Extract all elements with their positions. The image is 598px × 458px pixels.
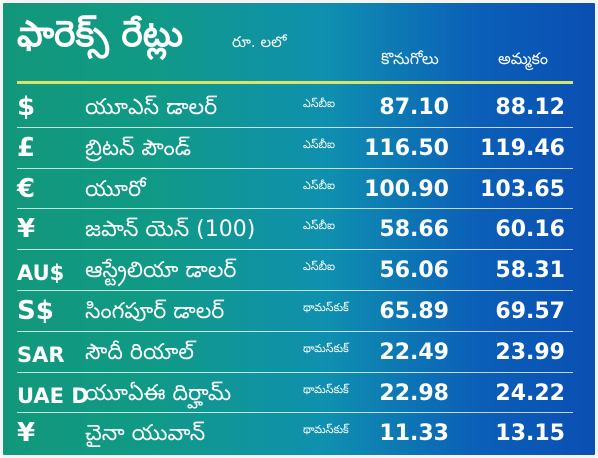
currency-symbol: S$ (17, 295, 54, 326)
buy-rate: 87.10 (379, 95, 449, 120)
sell-rate: 88.12 (495, 95, 565, 120)
rate-row-aud: AU$ ఆస్ట్రేలియా డాలర్ ఎస్‌బీఐ 56.06 58.3… (3, 250, 595, 291)
currency-name: చైనా యువాన్ (85, 421, 206, 447)
currency-symbol: UAE D (17, 383, 89, 408)
currency-symbol: € (17, 173, 36, 204)
sell-rate: 119.46 (480, 135, 565, 161)
rate-row-sar: SAR సౌదీ రియాల్ థామస్‌కుక్ 22.49 23.99 (3, 332, 595, 373)
sell-rate: 24.22 (495, 380, 565, 406)
currency-symbol: £ (17, 132, 36, 163)
bank-label: ఎస్‌బీఐ (303, 178, 336, 192)
currency-symbol: $ (17, 92, 36, 122)
rates-table: $ యూఎస్ డాలర్ ఎస్‌బీఐ 87.10 88.12 £ బ్రి… (3, 87, 595, 454)
row-divider (17, 208, 573, 210)
rate-row-aed: UAE D యూఏఈ దిర్హామ్ థామస్‌కుక్ 22.98 24.… (3, 373, 595, 414)
row-divider (17, 412, 573, 414)
bank-label: థామస్‌కుక్ (303, 382, 349, 396)
sell-rate: 60.16 (495, 217, 565, 243)
buy-rate: 58.66 (379, 217, 449, 243)
buy-rate: 116.50 (364, 135, 449, 161)
currency-name: యూఏఈ దిర్హామ్ (85, 380, 232, 406)
currency-name: యూఎస్ డాలర్ (85, 95, 218, 120)
rate-row-jpy: ¥ జపాన్ యెన్ (100) ఎస్‌బీఐ 58.66 60.16 (3, 209, 595, 251)
row-divider (17, 167, 573, 169)
currency-name: యూరో (85, 176, 146, 202)
rate-row-eur: € యూరో ఎస్‌బీఐ 100.90 103.65 (3, 169, 595, 210)
column-header-sell: అమ్మకం (498, 49, 548, 68)
rate-row-sgd: S$ సింగపూర్ డాలర్ థామస్‌కుక్ 65.89 69.57 (3, 291, 595, 332)
sell-rate: 13.15 (495, 421, 565, 447)
unit-label: రూ. లలో (232, 33, 287, 51)
row-divider (17, 371, 573, 373)
buy-rate: 11.33 (379, 421, 449, 447)
bank-label: ఎస్‌బీఐ (303, 97, 336, 110)
row-divider (17, 330, 573, 332)
bank-label: ఎస్‌బీఐ (303, 260, 336, 274)
currency-symbol: AU$ (17, 261, 65, 286)
bank-label: థామస్‌కుక్ (303, 341, 349, 355)
bank-label: ఎస్‌బీఐ (303, 137, 336, 151)
column-header-buy: కొనుగోలు (381, 49, 439, 68)
bank-label: థామస్‌కుక్ (303, 423, 349, 437)
buy-rate: 22.49 (379, 339, 449, 365)
currency-symbol: SAR (17, 342, 65, 367)
currency-name: ఆస్ట్రేలియా డాలర్ (85, 258, 237, 284)
currency-name: జపాన్ యెన్ (100) (85, 217, 256, 243)
currency-name: సౌదీ రియాల్ (85, 339, 194, 365)
rate-row-cny: ¥ చైనా యువాన్ థామస్‌కుక్ 11.33 13.15 (3, 413, 595, 454)
sell-rate: 23.99 (495, 339, 565, 365)
currency-symbol: ¥ (17, 214, 36, 245)
row-divider (17, 126, 573, 128)
page-title: ఫారెక్స్ రేట్లు (17, 14, 184, 55)
bank-label: ఎస్‌బీఐ (303, 219, 336, 233)
sell-rate: 103.65 (480, 176, 565, 202)
buy-rate: 65.89 (379, 298, 449, 324)
bank-label: థామస్‌కుక్ (303, 300, 349, 314)
buy-rate: 100.90 (364, 176, 449, 202)
sell-rate: 69.57 (495, 298, 565, 324)
row-divider (17, 289, 573, 291)
currency-name: సింగపూర్ డాలర్ (85, 298, 225, 324)
header: ఫారెక్స్ రేట్లు రూ. లలో కొనుగోలు అమ్మకం (3, 3, 595, 84)
currency-symbol: ¥ (17, 418, 36, 449)
buy-rate: 56.06 (379, 258, 449, 284)
header-divider (17, 81, 573, 84)
rate-row-gbp: £ బ్రిటన్ పౌండ్ ఎస్‌బీఐ 116.50 119.46 (3, 128, 595, 169)
row-divider (17, 249, 573, 251)
currency-name: బ్రిటన్ పౌండ్ (85, 135, 191, 161)
buy-rate: 22.98 (379, 380, 449, 406)
sell-rate: 58.31 (495, 258, 565, 284)
rate-row-usd: $ యూఎస్ డాలర్ ఎస్‌బీఐ 87.10 88.12 (3, 87, 595, 128)
